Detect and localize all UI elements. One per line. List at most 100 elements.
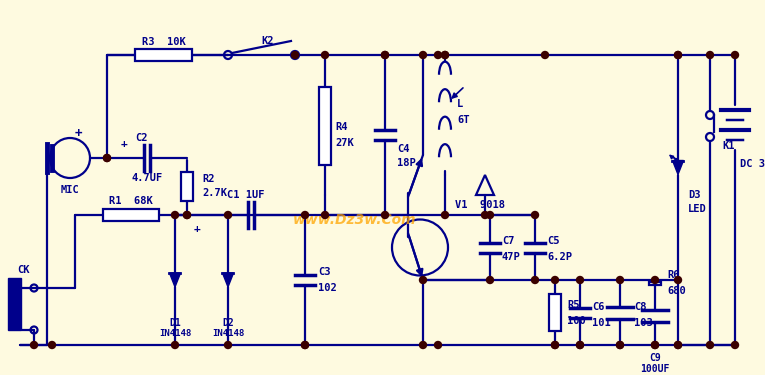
Circle shape (419, 342, 427, 348)
Text: 47P: 47P (502, 252, 521, 262)
Circle shape (171, 342, 178, 348)
Circle shape (291, 51, 298, 58)
Circle shape (532, 211, 539, 219)
Text: C5: C5 (547, 237, 559, 246)
Bar (649, 282, 661, 285)
Polygon shape (672, 160, 683, 174)
Text: R4: R4 (335, 122, 347, 132)
Text: www.Dz3w.Com: www.Dz3w.Com (293, 213, 417, 227)
Circle shape (675, 51, 682, 58)
Circle shape (675, 342, 682, 348)
Text: R2: R2 (202, 174, 214, 183)
Circle shape (301, 342, 308, 348)
Circle shape (577, 276, 584, 284)
Circle shape (441, 51, 448, 58)
Bar (135, 49, 192, 61)
Circle shape (617, 276, 623, 284)
Polygon shape (170, 273, 181, 287)
Text: 6.2P: 6.2P (547, 252, 572, 262)
Circle shape (532, 276, 539, 284)
Bar (319, 87, 331, 165)
Circle shape (224, 211, 232, 219)
Circle shape (577, 342, 584, 348)
Text: 4.7UF: 4.7UF (132, 173, 163, 183)
Circle shape (103, 154, 110, 162)
Text: D1: D1 (169, 318, 181, 328)
Text: D3: D3 (688, 190, 701, 201)
Text: R3  10K: R3 10K (142, 37, 185, 47)
Bar (8, 278, 21, 330)
Text: 102: 102 (318, 283, 337, 293)
Circle shape (652, 276, 659, 284)
Text: L: L (457, 99, 464, 109)
Bar (181, 172, 193, 201)
Text: LED: LED (688, 204, 707, 214)
Circle shape (731, 342, 738, 348)
Circle shape (321, 51, 328, 58)
Text: C4: C4 (397, 144, 409, 153)
Text: +: + (74, 128, 82, 141)
Circle shape (617, 342, 623, 348)
Circle shape (184, 211, 190, 219)
Text: C2: C2 (135, 133, 148, 143)
Circle shape (552, 342, 558, 348)
Circle shape (707, 342, 714, 348)
Circle shape (487, 276, 493, 284)
Text: C3: C3 (318, 267, 330, 277)
Polygon shape (223, 273, 233, 287)
Text: C9: C9 (649, 353, 661, 363)
Circle shape (382, 51, 389, 58)
Text: 2.7K: 2.7K (202, 189, 227, 198)
Bar (549, 294, 561, 331)
Circle shape (481, 211, 489, 219)
Text: C1 1UF: C1 1UF (227, 190, 265, 200)
Text: 101: 101 (592, 318, 610, 327)
Circle shape (552, 342, 558, 348)
Text: IN4148: IN4148 (159, 330, 191, 339)
Text: 6T: 6T (457, 115, 470, 125)
Circle shape (435, 51, 441, 58)
Text: +: + (194, 224, 200, 234)
Text: K1: K1 (722, 141, 734, 151)
Circle shape (103, 154, 110, 162)
Text: DC 3V: DC 3V (740, 159, 765, 169)
Circle shape (675, 51, 682, 58)
Text: IN4148: IN4148 (212, 330, 244, 339)
Circle shape (441, 51, 448, 58)
Text: MIC: MIC (60, 185, 80, 195)
Text: C7: C7 (502, 237, 515, 246)
Circle shape (675, 276, 682, 284)
Bar (103, 209, 159, 221)
Text: V1  9018: V1 9018 (455, 200, 505, 210)
Circle shape (707, 51, 714, 58)
Circle shape (31, 342, 37, 348)
Circle shape (542, 51, 549, 58)
Text: R5: R5 (567, 300, 580, 309)
Text: 100: 100 (567, 315, 586, 326)
Text: R1  68K: R1 68K (109, 196, 153, 206)
Text: +: + (121, 139, 128, 149)
Circle shape (419, 276, 427, 284)
Circle shape (652, 342, 659, 348)
Circle shape (577, 342, 584, 348)
Circle shape (321, 211, 328, 219)
Text: R6: R6 (667, 270, 679, 280)
Circle shape (419, 51, 427, 58)
Circle shape (171, 211, 178, 219)
Circle shape (652, 342, 659, 348)
Circle shape (552, 276, 558, 284)
Circle shape (301, 342, 308, 348)
Circle shape (48, 342, 56, 348)
Circle shape (435, 342, 441, 348)
Text: CK: CK (18, 265, 31, 275)
Circle shape (675, 342, 682, 348)
Text: 27K: 27K (335, 138, 353, 148)
Circle shape (301, 211, 308, 219)
Circle shape (441, 211, 448, 219)
Circle shape (382, 51, 389, 58)
Circle shape (184, 211, 190, 219)
Text: K2: K2 (262, 36, 274, 46)
Circle shape (224, 342, 232, 348)
Circle shape (487, 211, 493, 219)
Circle shape (382, 211, 389, 219)
